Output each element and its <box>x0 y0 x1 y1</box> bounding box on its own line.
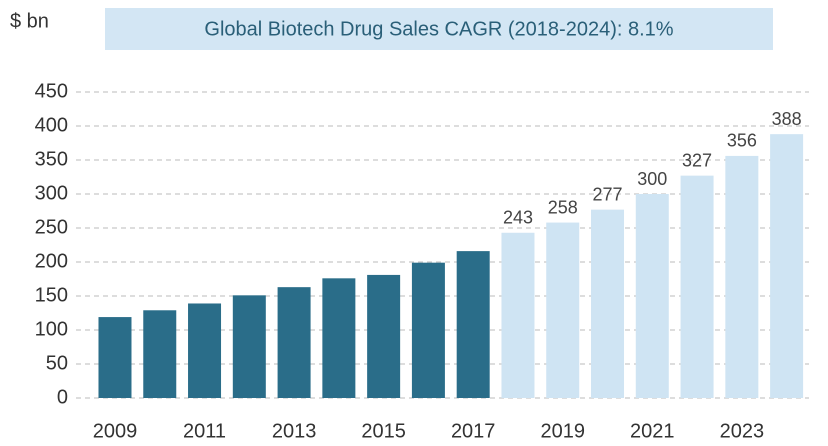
y-tick-label: 350 <box>35 148 68 170</box>
data-label: 356 <box>727 131 757 151</box>
bar <box>188 303 222 398</box>
x-tick-label: 2013 <box>272 420 317 442</box>
x-tick-label: 2021 <box>630 420 675 442</box>
bar <box>635 194 669 398</box>
bar <box>501 232 535 398</box>
bar <box>367 274 401 398</box>
data-label: 388 <box>772 109 802 129</box>
x-tick-label: 2009 <box>93 420 138 442</box>
x-tick-label: 2017 <box>451 420 496 442</box>
bar <box>143 310 177 398</box>
data-label: 300 <box>637 169 667 189</box>
y-tick-label: 0 <box>57 386 68 408</box>
y-tick-label: 250 <box>35 216 68 238</box>
y-tick-label: 450 <box>35 80 68 102</box>
y-tick-label: 100 <box>35 318 68 340</box>
data-label: 258 <box>548 197 578 217</box>
bar <box>591 209 625 398</box>
y-tick-label: 200 <box>35 250 68 272</box>
bar <box>725 155 759 398</box>
y-axis-label: $ bn <box>10 10 49 32</box>
y-tick-label: 150 <box>35 284 68 306</box>
bar <box>277 287 311 398</box>
y-tick-label: 400 <box>35 114 68 136</box>
bar <box>546 222 580 398</box>
data-label: 327 <box>682 150 712 170</box>
bar <box>322 278 356 398</box>
bar <box>232 295 266 398</box>
data-label: 243 <box>503 208 533 228</box>
data-label: 277 <box>592 184 622 204</box>
x-tick-label: 2011 <box>183 420 226 442</box>
bar <box>456 251 490 398</box>
title-box <box>105 8 773 50</box>
x-tick-label: 2015 <box>361 420 406 442</box>
bar <box>98 317 132 398</box>
bar <box>411 262 445 398</box>
bar <box>770 134 804 398</box>
x-tick-label: 2023 <box>720 420 765 442</box>
chart-title: Global Biotech Drug Sales CAGR (2018-202… <box>204 18 673 40</box>
y-tick-label: 50 <box>46 352 68 374</box>
bar <box>680 175 714 398</box>
y-tick-label: 300 <box>35 182 68 204</box>
x-tick-label: 2019 <box>540 420 585 442</box>
